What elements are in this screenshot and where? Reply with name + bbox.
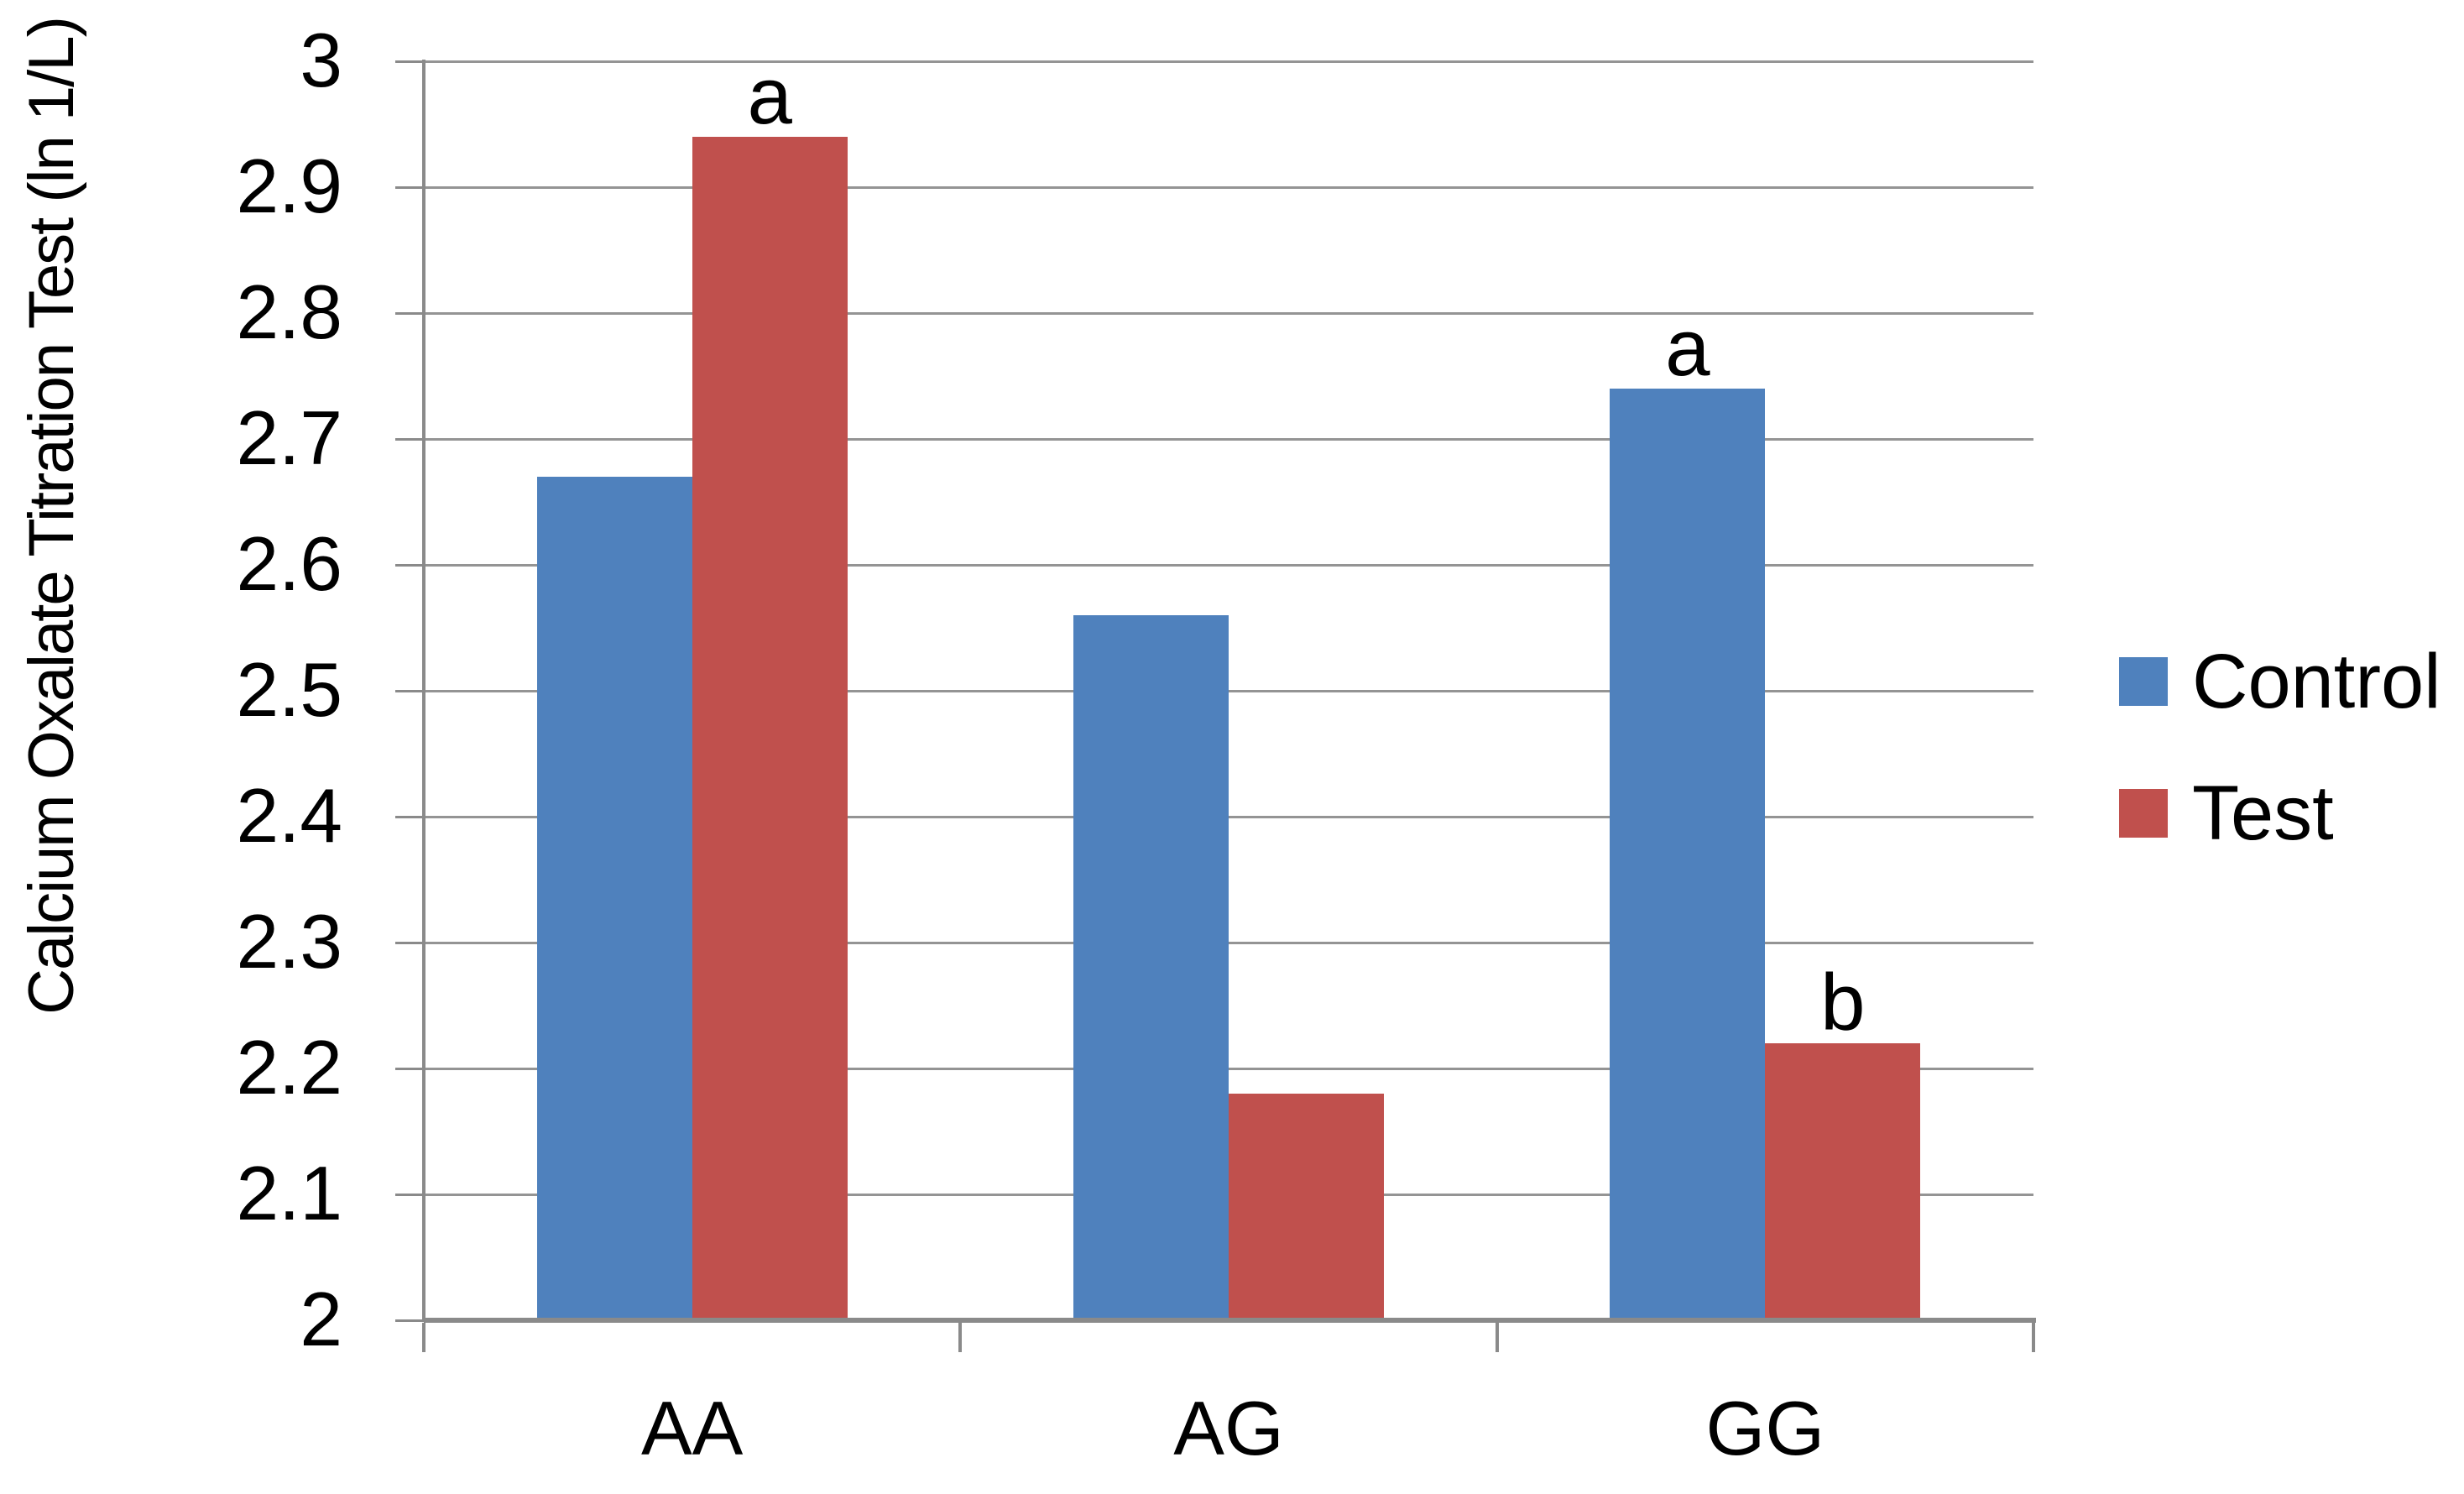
y-axis-title: Calcium Oxalate Titration Test (ln 1/L) <box>16 18 87 1015</box>
y-axis-tick <box>395 437 424 441</box>
legend-swatch-test <box>2119 789 2168 838</box>
category-label-gg: GG <box>1705 1387 1825 1471</box>
bar-test-aa <box>692 137 848 1320</box>
legend-label-control: Control <box>2192 639 2441 724</box>
bar-control-gg <box>1610 389 1766 1320</box>
y-tick-label: 3 <box>300 18 342 103</box>
gridline <box>424 60 2033 63</box>
category-label-ag: AG <box>1173 1387 1284 1471</box>
y-tick-label: 2.4 <box>236 774 342 859</box>
bar-control-aa <box>536 477 692 1320</box>
y-tick-label: 2.8 <box>236 270 342 355</box>
y-axis-line <box>422 60 425 1322</box>
legend-item-control: Control <box>2119 639 2441 724</box>
gridline <box>424 185 2033 189</box>
y-axis-tick <box>395 815 424 818</box>
gridline <box>424 941 2033 944</box>
y-axis-tick <box>395 1319 424 1322</box>
x-axis-tick <box>422 1323 425 1352</box>
y-tick-label: 2.5 <box>236 648 342 733</box>
y-tick-label: 2 <box>300 1277 342 1362</box>
category-label-aa: AA <box>640 1387 744 1471</box>
x-axis-line <box>424 1318 2036 1323</box>
bar-test-ag <box>1229 1094 1384 1320</box>
legend-swatch-control <box>2119 657 2168 706</box>
y-axis-tick <box>395 185 424 189</box>
y-axis-tick <box>395 311 424 315</box>
y-tick-label: 2.9 <box>236 144 342 229</box>
gridline <box>424 437 2033 441</box>
y-tick-label: 2.7 <box>236 396 342 481</box>
plot-area <box>424 60 2033 1322</box>
y-axis-tick <box>395 1067 424 1070</box>
annotation-gg-control: a <box>1665 303 1710 393</box>
y-axis-tick <box>395 689 424 692</box>
bar-test-gg <box>1765 1043 1921 1320</box>
y-axis-tick <box>395 1193 424 1196</box>
gridline <box>424 563 2033 567</box>
gridline <box>424 815 2033 818</box>
y-tick-label: 2.1 <box>236 1152 342 1236</box>
y-tick-label: 2.6 <box>236 522 342 607</box>
y-axis-tick <box>395 60 424 63</box>
gridline <box>424 1067 2033 1070</box>
y-axis-tick <box>395 941 424 944</box>
y-tick-label: 2.2 <box>236 1026 342 1110</box>
annotation-gg-test: b <box>1820 958 1866 1047</box>
legend-label-test: Test <box>2192 771 2334 856</box>
y-axis-tick <box>395 563 424 567</box>
legend-item-test: Test <box>2119 771 2334 856</box>
x-axis-tick <box>958 1323 963 1352</box>
bar-control-ag <box>1073 615 1229 1320</box>
y-tick-label: 2.3 <box>236 900 342 985</box>
x-axis-tick <box>2032 1323 2035 1352</box>
annotation-aa-test: a <box>747 51 792 141</box>
gridline <box>424 689 2033 692</box>
x-axis-tick <box>1495 1323 1499 1352</box>
gridline <box>424 311 2033 315</box>
